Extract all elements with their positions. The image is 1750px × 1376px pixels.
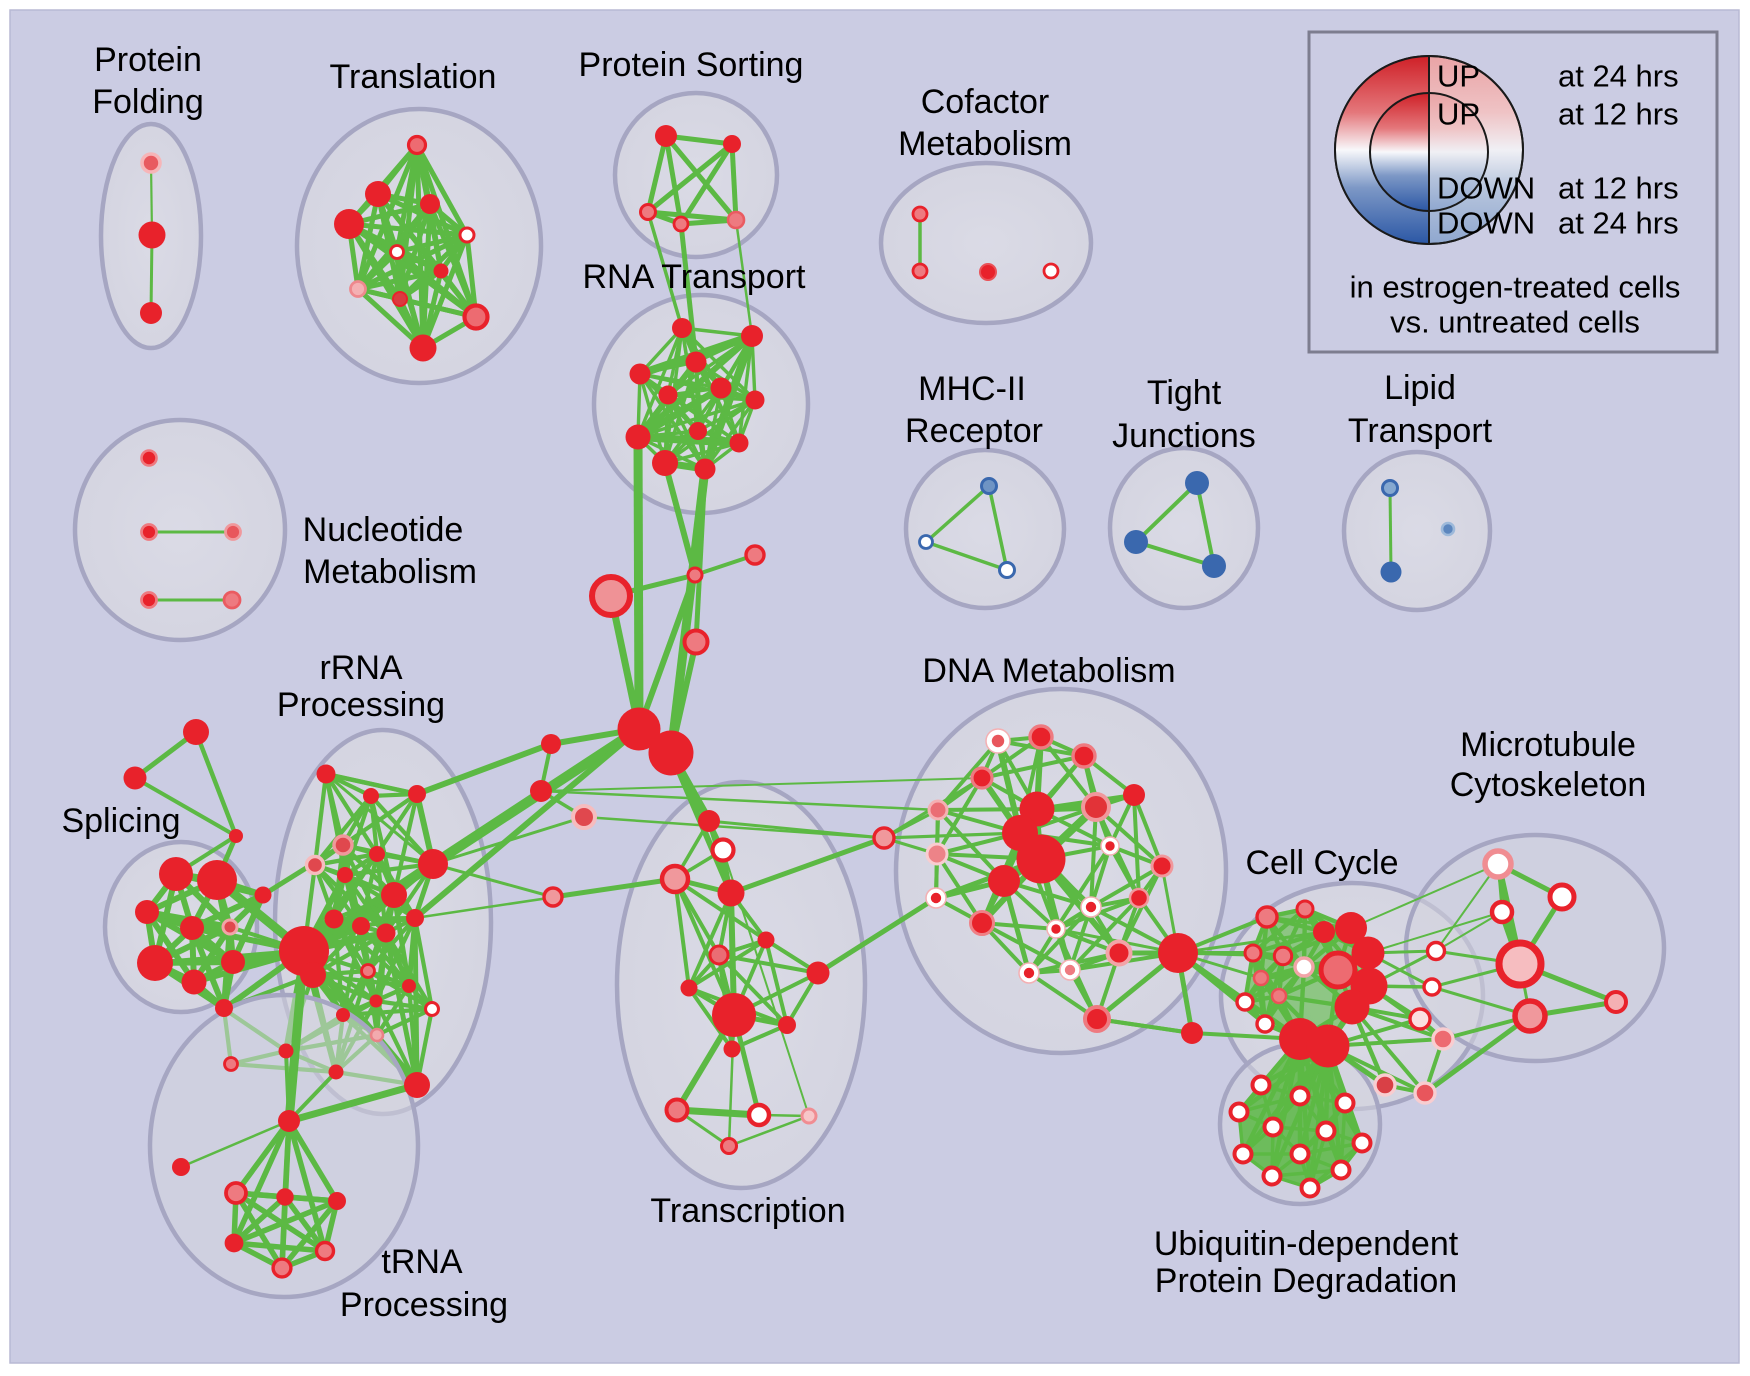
svg-text:Processing: Processing — [277, 686, 445, 724]
svg-text:Junctions: Junctions — [1112, 417, 1256, 455]
svg-text:Protein: Protein — [94, 41, 202, 79]
svg-text:Ubiquitin-dependent: Ubiquitin-dependent — [1154, 1225, 1459, 1263]
svg-text:Nucleotide: Nucleotide — [303, 511, 464, 549]
svg-text:Processing: Processing — [340, 1286, 508, 1324]
svg-text:UP: UP — [1437, 97, 1480, 132]
svg-text:at 24 hrs: at 24 hrs — [1558, 59, 1679, 94]
svg-text:vs. untreated cells: vs. untreated cells — [1390, 305, 1640, 340]
svg-text:Protein Degradation: Protein Degradation — [1155, 1262, 1457, 1300]
svg-text:UP: UP — [1437, 59, 1480, 94]
svg-text:Lipid: Lipid — [1384, 369, 1456, 407]
svg-text:Tight: Tight — [1147, 374, 1222, 412]
svg-text:Microtubule: Microtubule — [1460, 726, 1636, 764]
svg-text:Cytoskeleton: Cytoskeleton — [1450, 766, 1647, 804]
svg-text:Cell Cycle: Cell Cycle — [1245, 844, 1398, 882]
svg-text:DOWN: DOWN — [1437, 206, 1535, 241]
svg-text:RNA Transport: RNA Transport — [583, 258, 807, 296]
svg-text:Protein Sorting: Protein Sorting — [579, 46, 804, 84]
svg-text:at 12 hrs: at 12 hrs — [1558, 171, 1679, 206]
svg-text:DNA Metabolism: DNA Metabolism — [922, 652, 1175, 690]
svg-text:at 24 hrs: at 24 hrs — [1558, 206, 1679, 241]
svg-text:Folding: Folding — [92, 83, 204, 121]
svg-text:MHC-II: MHC-II — [918, 370, 1026, 408]
svg-text:tRNA: tRNA — [381, 1243, 463, 1281]
svg-text:Metabolism: Metabolism — [898, 125, 1072, 163]
svg-text:Splicing: Splicing — [61, 802, 180, 840]
svg-text:at 12 hrs: at 12 hrs — [1558, 97, 1679, 132]
svg-text:in estrogen-treated cells: in estrogen-treated cells — [1350, 270, 1681, 305]
svg-text:Metabolism: Metabolism — [303, 553, 477, 591]
svg-text:Cofactor: Cofactor — [921, 83, 1050, 121]
svg-text:Transport: Transport — [1348, 412, 1493, 450]
svg-text:DOWN: DOWN — [1437, 171, 1535, 206]
svg-text:Transcription: Transcription — [650, 1192, 845, 1230]
svg-text:rRNA: rRNA — [319, 649, 402, 687]
svg-text:Receptor: Receptor — [905, 412, 1043, 450]
svg-text:Translation: Translation — [330, 58, 497, 96]
